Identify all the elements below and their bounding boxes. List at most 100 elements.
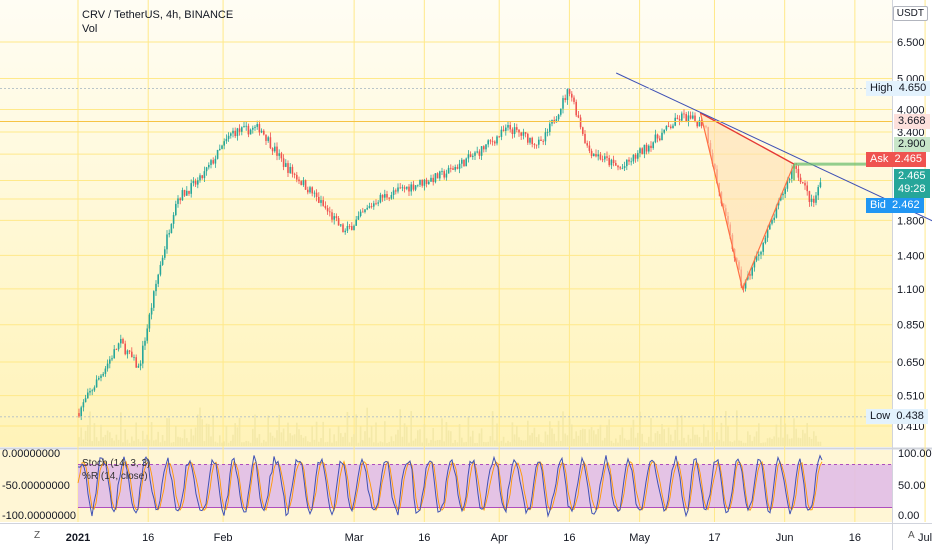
candle-body: [630, 161, 632, 163]
volume-bar: [652, 441, 654, 446]
volume-bar: [104, 434, 107, 446]
volume-bar: [795, 428, 797, 446]
volume-bar: [753, 436, 756, 446]
volume-bar: [322, 421, 324, 446]
candle-body: [445, 173, 448, 178]
candle-body: [260, 130, 263, 133]
volume-bar: [159, 442, 162, 446]
volume-bar: [639, 411, 641, 446]
volume-bar: [177, 436, 179, 446]
volume-bar: [661, 424, 663, 446]
volume-bar: [225, 425, 228, 446]
volume-bar: [714, 441, 716, 446]
price-tick-label: 0.510: [897, 391, 925, 403]
candle-body: [579, 117, 582, 128]
candle-body: [619, 167, 621, 169]
candle-body: [153, 291, 155, 308]
volume-bar: [276, 430, 278, 446]
volume-bar: [582, 428, 584, 446]
volume-bar: [518, 437, 520, 446]
volume-bar: [254, 414, 256, 446]
candle-body: [610, 159, 613, 166]
volume-bar: [186, 438, 188, 446]
candle-body: [520, 132, 522, 136]
volume-bar: [456, 442, 459, 446]
candle-body: [665, 125, 668, 130]
candle-body: [227, 135, 230, 139]
candle-body: [599, 154, 602, 160]
volume-bar: [318, 441, 320, 446]
volume-bar: [747, 431, 749, 446]
volume-bar: [190, 428, 192, 446]
symbol-title[interactable]: CRV / TetherUS, 4h, BINANCE: [82, 9, 234, 21]
candle-body: [500, 129, 503, 137]
volume-bar: [434, 440, 437, 446]
candle-body: [419, 179, 421, 185]
volume-bar: [203, 441, 206, 446]
candle-body: [549, 123, 551, 132]
volume-bar: [252, 428, 254, 446]
volume-bar: [806, 423, 808, 446]
candle-body: [315, 192, 318, 197]
candle-body: [307, 189, 309, 193]
volume-bar: [678, 440, 681, 446]
candle-body: [639, 148, 641, 154]
candle-body: [135, 357, 137, 368]
volume-bar: [566, 435, 569, 446]
candle-body: [810, 198, 813, 202]
volume-bar: [245, 440, 247, 446]
volume-bar: [412, 440, 415, 446]
volume-bar: [445, 422, 448, 446]
candle-body: [390, 195, 393, 199]
volume-bar: [645, 442, 648, 446]
volume-label[interactable]: Vol: [82, 23, 98, 35]
price-tick-label: 4.000: [897, 104, 925, 116]
candle-body: [236, 128, 239, 137]
auto-scale-left-button[interactable]: Z: [34, 530, 41, 541]
high-tag: High 4.650: [866, 81, 931, 96]
candle-body: [111, 358, 113, 360]
volume-bar: [663, 429, 665, 446]
candle-body: [355, 219, 357, 226]
volume-bar: [494, 440, 496, 446]
volume-bar: [705, 436, 707, 446]
volume-bar: [410, 411, 412, 446]
candle-body: [164, 249, 166, 258]
williams-r-label[interactable]: %R (14, close): [82, 471, 148, 482]
auto-scale-button[interactable]: A: [908, 530, 915, 541]
candle-body: [205, 167, 208, 172]
volume-bar: [637, 432, 639, 446]
candle-body: [762, 243, 764, 252]
candle-body: [441, 171, 443, 172]
candle-body: [84, 398, 87, 403]
candle-body: [146, 328, 148, 341]
candle-body: [364, 209, 366, 213]
currency-badge[interactable]: USDT: [892, 6, 928, 21]
candle-body: [456, 166, 459, 169]
candle-body: [421, 179, 423, 186]
candle-body: [672, 125, 674, 128]
candle-body: [568, 89, 571, 94]
candle-body: [604, 156, 606, 160]
volume-bar: [703, 424, 705, 446]
volume-bar: [111, 438, 113, 446]
candle-body: [210, 160, 212, 165]
candle-body: [700, 120, 703, 127]
volume-bar: [430, 439, 432, 446]
volume-bar: [502, 436, 505, 446]
volume-bar: [450, 431, 452, 446]
volume-bar: [139, 441, 142, 446]
candle-body: [524, 132, 527, 134]
stoch-label[interactable]: Stoch (14, 3, 3): [82, 458, 151, 469]
candle-body: [78, 413, 80, 417]
volume-bar: [208, 424, 210, 446]
candle-body: [478, 151, 481, 156]
williams-axis-label: 0.00000000: [2, 448, 60, 460]
candle-body: [82, 402, 85, 408]
candle-body: [368, 206, 371, 208]
volume-bar: [399, 409, 401, 446]
volume-bar: [487, 441, 489, 446]
pattern-outline: [699, 112, 795, 291]
